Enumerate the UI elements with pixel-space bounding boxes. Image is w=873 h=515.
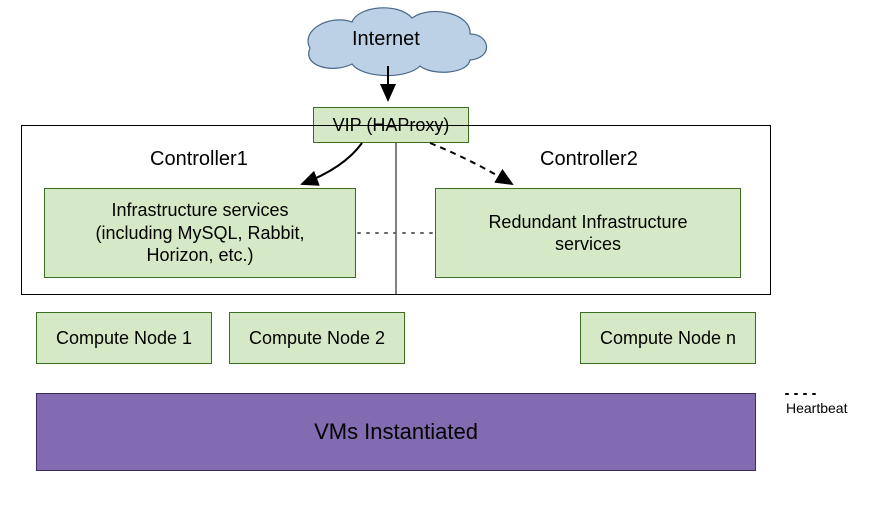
internet-label: Internet — [352, 28, 420, 51]
heartbeat-label: Heartbeat — [786, 400, 847, 416]
infra-services-box: Infrastructure services (including MySQL… — [44, 188, 356, 278]
controller2-label: Controller2 — [540, 148, 638, 171]
compute-node-2-box: Compute Node 2 — [229, 312, 405, 364]
redundant-services-label: Redundant Infrastructure services — [488, 211, 687, 256]
controller1-label: Controller1 — [150, 148, 248, 171]
infra-services-label: Infrastructure services (including MySQL… — [95, 199, 304, 267]
compute-node-n-label: Compute Node n — [600, 327, 736, 350]
vms-instantiated-label: VMs Instantiated — [314, 418, 478, 446]
compute-node-1-box: Compute Node 1 — [36, 312, 212, 364]
compute-node-1-label: Compute Node 1 — [56, 327, 192, 350]
compute-node-2-label: Compute Node 2 — [249, 327, 385, 350]
compute-node-n-box: Compute Node n — [580, 312, 756, 364]
redundant-services-box: Redundant Infrastructure services — [435, 188, 741, 278]
vms-instantiated-box: VMs Instantiated — [36, 393, 756, 471]
